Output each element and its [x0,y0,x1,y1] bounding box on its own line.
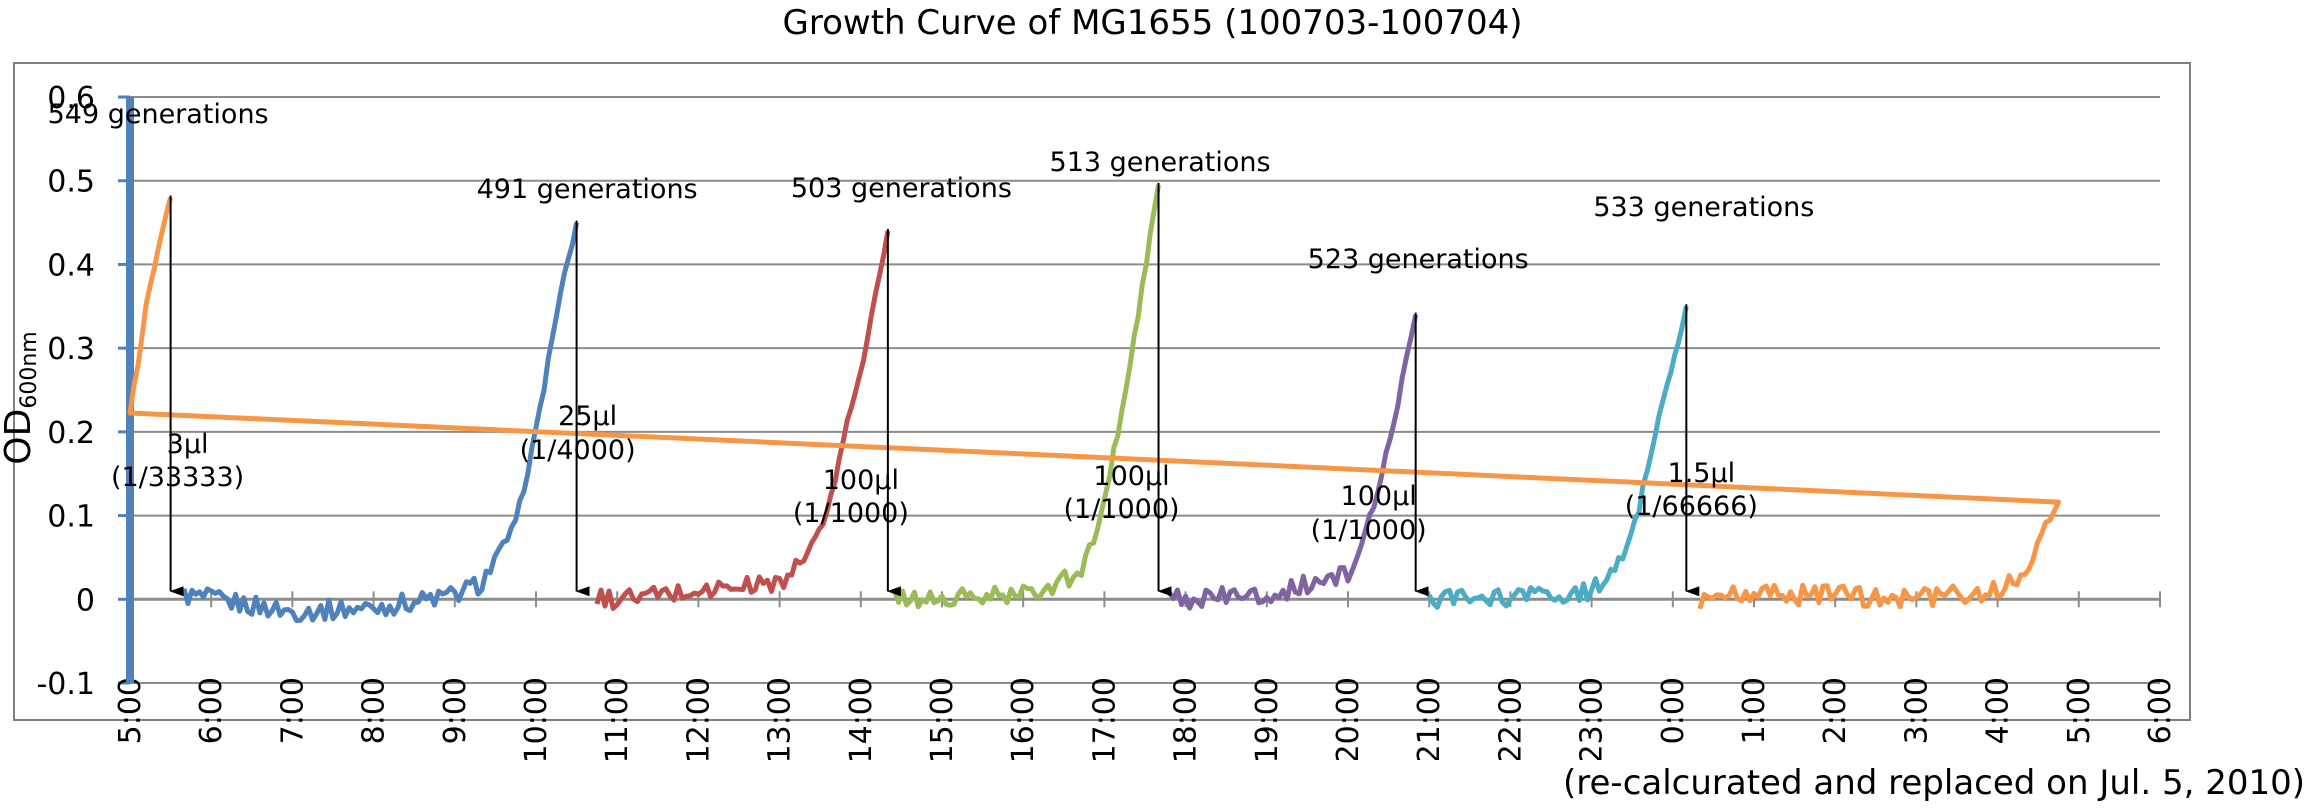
x-tick-label: 6:00 [2143,677,2178,744]
x-tick-label: 7:00 [275,677,310,744]
x-tick-label: 23:00 [1575,677,1610,760]
y-tick-label: -0.1 [36,667,95,702]
x-tick-label: 3:00 [1899,677,1934,744]
generation-label: 491 generations [477,174,698,205]
series-line [594,230,891,611]
y-axis-label: OD600nm [0,331,42,464]
series-line [1163,314,1419,611]
x-tick-label: 22:00 [1493,677,1528,760]
y-tick-label: 0.6 [47,81,95,116]
y-tick-label: 0.4 [47,248,95,283]
transfer-dilution-label: (1/4000) [520,435,636,466]
generation-label: 549 generations [48,99,269,130]
x-tick-label: 12:00 [681,677,716,760]
transfer-arrows [169,182,1700,597]
x-tick-label: 11:00 [600,677,635,760]
transfer-volume-label: 25μl [558,401,617,432]
x-tick-label: 5:00 [2062,677,2097,744]
transfer-volume-label: 100μl [1341,481,1417,512]
transfer-volume-label: 3μl [167,429,209,460]
transfer-dilution-label: (1/66666) [1625,491,1758,522]
transfer-dilution-label: (1/1000) [1311,515,1427,546]
x-tick-label: 16:00 [1006,677,1041,760]
x-tick-label: 2:00 [1818,677,1853,744]
x-tick-label: 21:00 [1412,677,1447,760]
x-tick-label: 9:00 [438,677,473,744]
x-tick-label: 18:00 [1169,677,1204,760]
transfer-dilution-label: (1/1000) [1064,494,1180,525]
gridlines [130,96,2160,684]
y-tick-label: 0.2 [47,416,95,451]
transfer-dilution-label: (1/33333) [111,462,244,493]
transfer-volume-label: 100μl [823,465,899,496]
x-tick-label: 17:00 [1087,677,1122,760]
generation-label: 533 generations [1593,192,1814,223]
growth-curve-chart: -0.1 0 0.1 0.2 0.3 0.4 0.5 0.6 5:00 6:00 7:00 8:00 9… [0,62,2191,760]
y-axis-label-subscript: 600nm [17,331,42,408]
annotation-labels: 491 generations 503 generations 513 genera… [48,99,1815,546]
series-lines [127,184,2061,624]
x-tick-label: 4:00 [1981,677,2016,744]
series-line [127,196,2061,610]
x-tick-label: 20:00 [1331,677,1366,760]
y-tick-label: 0.3 [47,332,95,367]
transfer-volume-label: 100μl [1093,461,1169,492]
x-tick-label: 1:00 [1737,677,1772,744]
x-tick-label: 8:00 [357,677,392,744]
x-tick-label: 13:00 [763,677,798,760]
x-tick-label: 14:00 [844,677,879,760]
y-tick-label: 0 [76,583,95,618]
x-tick-label: 10:00 [519,677,554,760]
generation-label: 523 generations [1308,244,1529,275]
series-line [181,222,580,624]
axes: -0.1 0 0.1 0.2 0.3 0.4 0.5 0.6 5:00 6:00 7:00 8:00 9… [36,81,2178,760]
y-tick-label: 0.5 [47,165,95,200]
x-tick-label: 6:00 [194,677,229,744]
x-tick-label: 5:00 [113,677,148,744]
x-tick-label: 0:00 [1656,677,1691,744]
x-tick-label: 19:00 [1250,677,1285,760]
generation-label: 513 generations [1050,147,1271,178]
generation-label: 503 generations [791,173,1012,204]
transfer-volume-label: 1.5μl [1668,458,1736,489]
transfer-dilution-label: (1/1000) [793,498,909,529]
chart-title: Growth Curve of MG1655 (100703-100704) [782,3,1523,43]
footnote: (re-calcurated and replaced on Jul. 5, 2… [1563,763,2305,803]
series-line [892,184,1161,610]
y-axis-label-main: OD [0,409,39,465]
x-tick-label: 15:00 [925,677,960,760]
y-tick-label: 0.1 [47,500,95,535]
